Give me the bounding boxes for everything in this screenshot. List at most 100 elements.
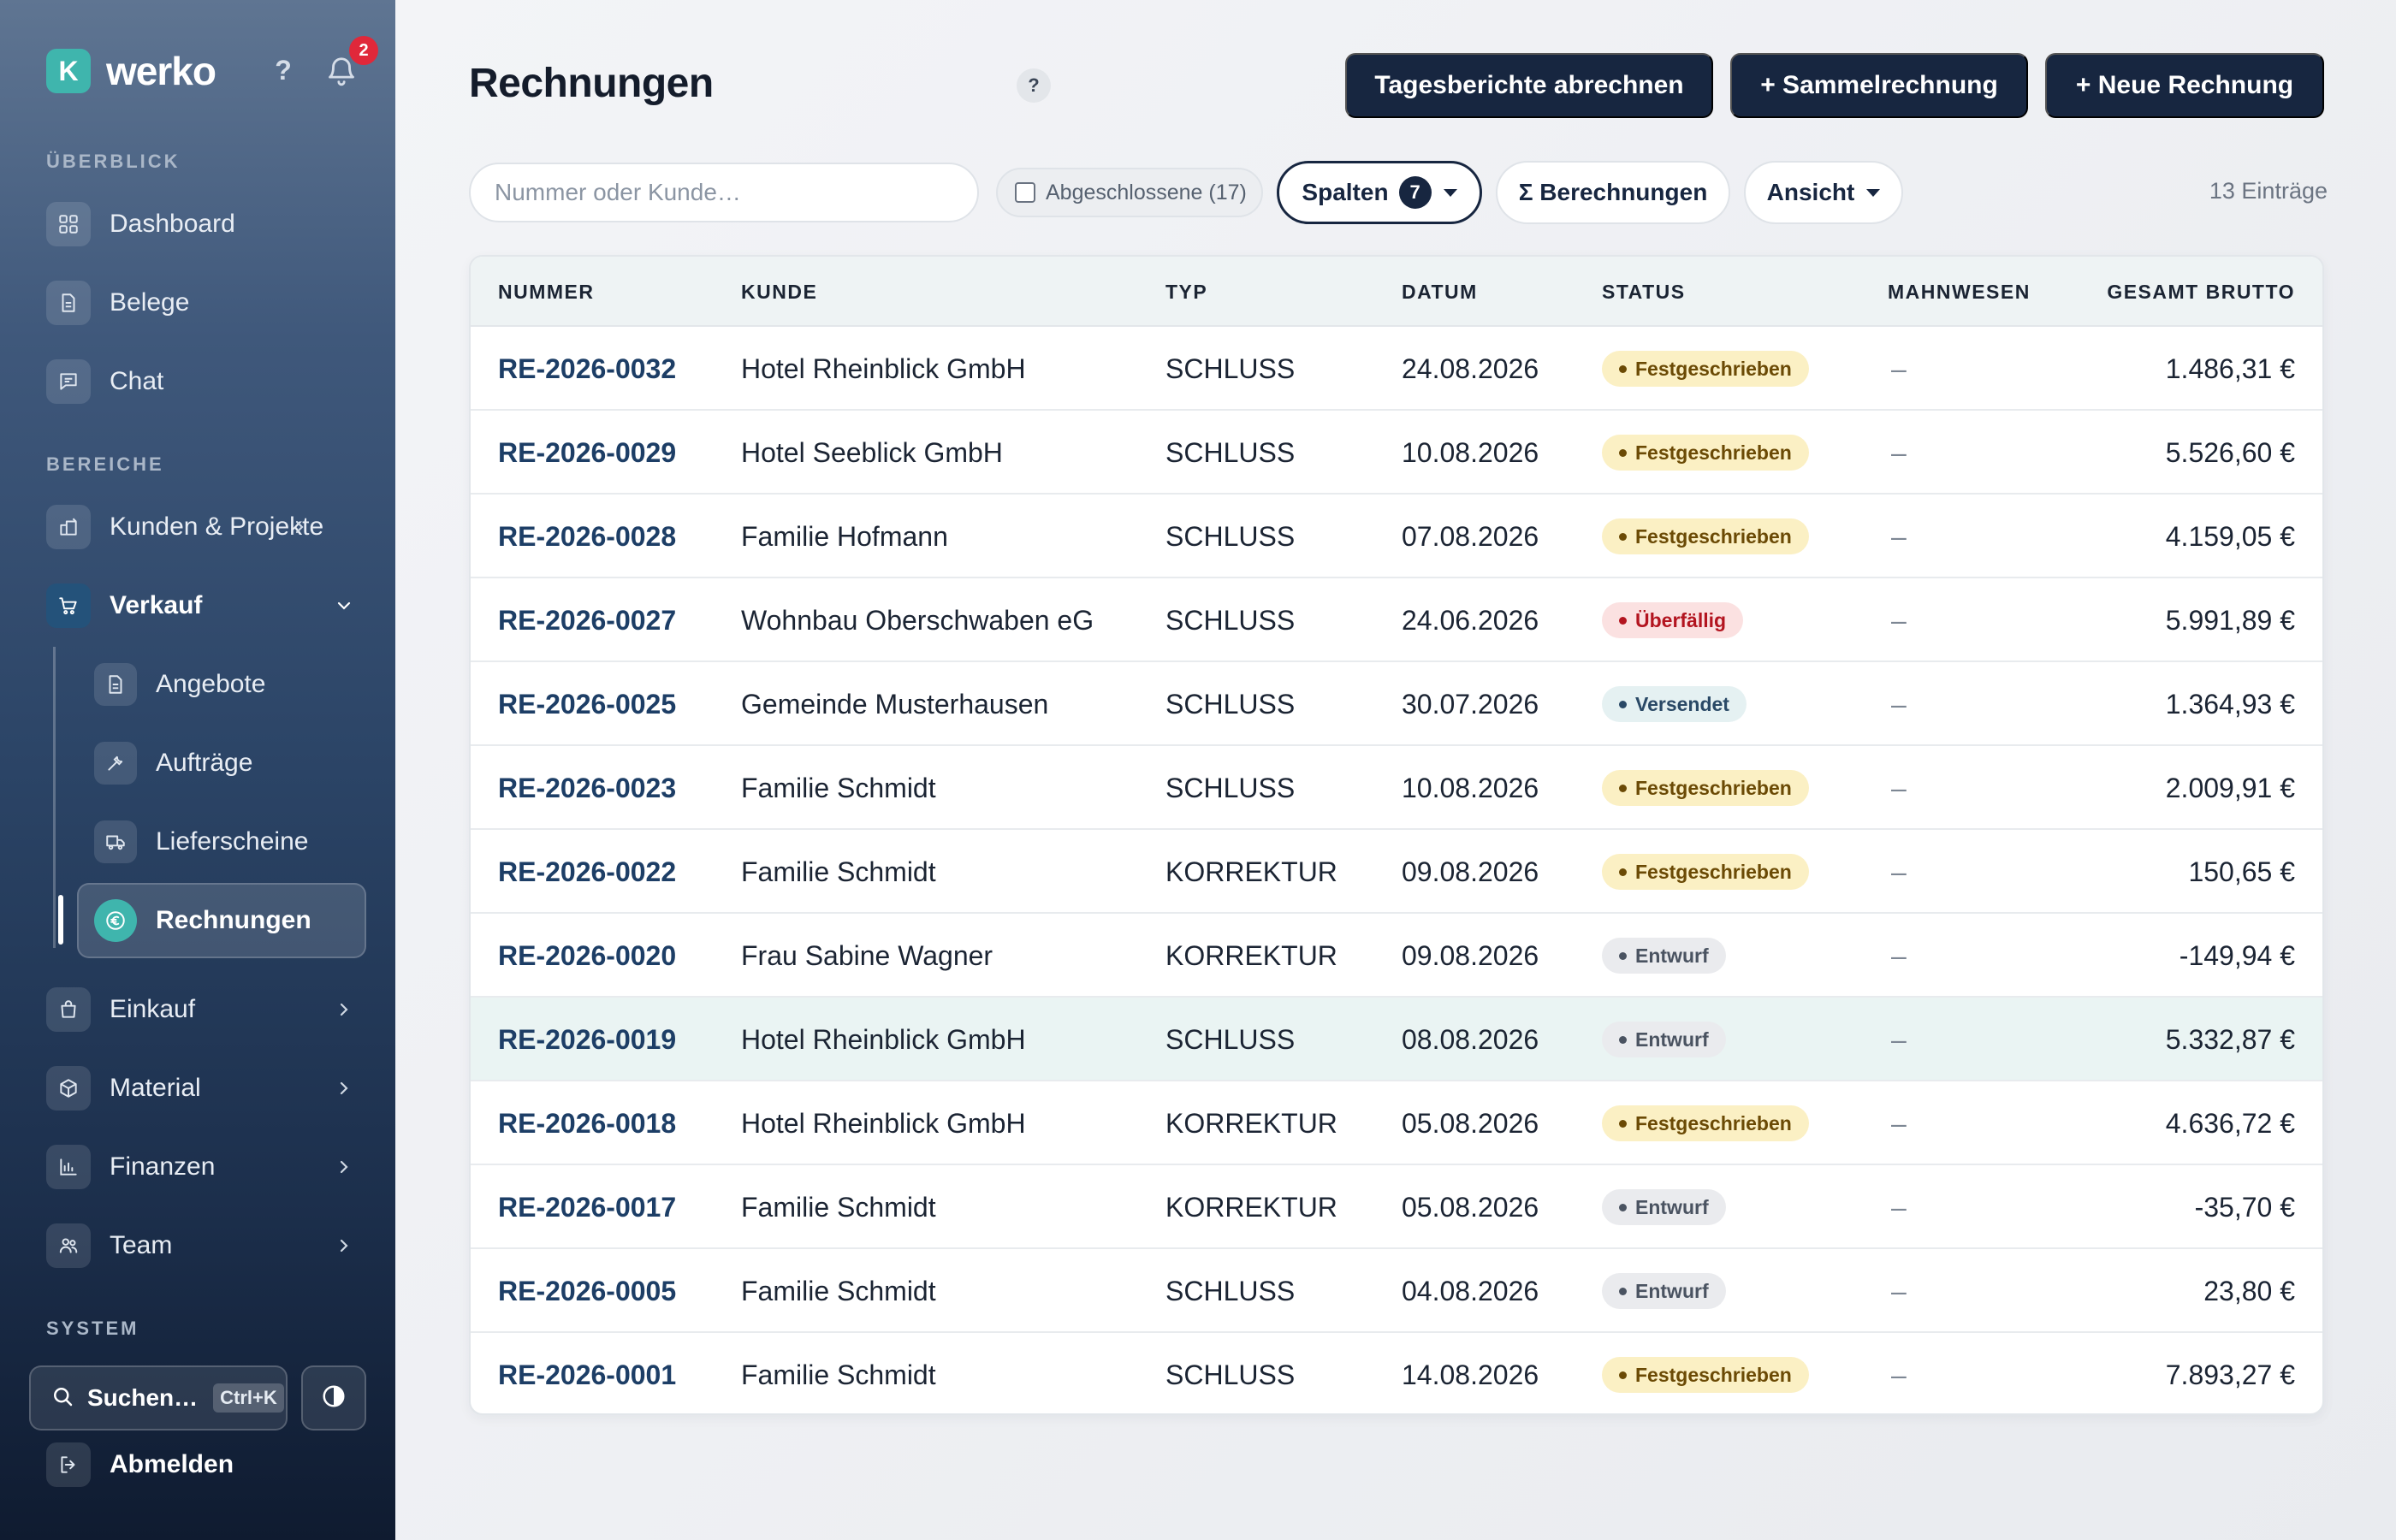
search-input[interactable] (469, 163, 979, 222)
status-dot (1619, 868, 1627, 876)
new-invoice-button[interactable]: + Neue Rechnung (2045, 53, 2324, 118)
date-cell: 10.08.2026 (1402, 773, 1539, 803)
table-row[interactable]: RE-2026-0018 Hotel Rheinblick GmbH KORREKT… (471, 1081, 2322, 1165)
table-row[interactable]: RE-2026-0032 Hotel Rheinblick GmbH SCHLUSS… (471, 327, 2322, 411)
chevron-down-icon (334, 595, 354, 616)
invoice-number-link[interactable]: RE-2026-0001 (498, 1359, 677, 1390)
dunning-cell: – (1891, 1108, 1907, 1139)
table-row[interactable]: RE-2026-0017 Familie Schmidt KORREKTUR 05.0… (471, 1165, 2322, 1249)
sidebar-item-auftraege[interactable]: Aufträge (94, 737, 252, 789)
status-dot (1619, 784, 1627, 792)
submenu-line (53, 647, 56, 948)
page-help-button[interactable]: ? (1017, 68, 1051, 103)
date-cell: 14.08.2026 (1402, 1359, 1539, 1390)
daily-reports-button[interactable]: Tagesberichte abrechnen (1345, 53, 1713, 118)
sidebar-item-chat[interactable]: Chat (46, 356, 354, 407)
invoice-number-link[interactable]: RE-2026-0017 (498, 1192, 677, 1223)
collective-invoice-button[interactable]: + Sammelrechnung (1730, 53, 2028, 118)
help-icon[interactable]: ? (275, 55, 292, 86)
logout-icon (46, 1442, 91, 1487)
sidebar-item-dashboard[interactable]: Dashboard (46, 198, 354, 250)
column-header-customer[interactable]: KUNDE (741, 281, 818, 303)
calculations-button[interactable]: Σ Berechnungen (1496, 161, 1730, 224)
sidebar-item-verkauf[interactable]: Verkauf (46, 580, 354, 631)
sidebar-item-team[interactable]: Team (46, 1220, 354, 1271)
logout-button[interactable]: Abmelden (46, 1442, 234, 1487)
customer-cell: Familie Schmidt (741, 1359, 936, 1390)
brand-logo: K (46, 49, 91, 93)
sidebar-item-kunden[interactable]: Kunden & Projekte (46, 501, 354, 553)
date-cell: 09.08.2026 (1402, 940, 1539, 971)
column-header-type[interactable]: TYP (1165, 281, 1208, 303)
sidebar-item-rechnungen[interactable]: Rechnungen (94, 895, 311, 946)
invoice-number-link[interactable]: RE-2026-0005 (498, 1276, 677, 1306)
brand-name: werko (106, 49, 216, 93)
sidebar-item-belege[interactable]: Belege (46, 277, 354, 329)
bell-icon[interactable] (325, 53, 358, 89)
gross-amount-cell: 150,65 € (2188, 856, 2295, 887)
columns-button[interactable]: Spalten 7 (1277, 161, 1482, 224)
invoice-number-link[interactable]: RE-2026-0022 (498, 856, 677, 887)
table-row[interactable]: RE-2026-0005 Familie Schmidt SCHLUSS 04.08.… (471, 1249, 2322, 1333)
column-header-dunning[interactable]: MAHNWESEN (1888, 281, 2031, 303)
date-cell: 05.08.2026 (1402, 1108, 1539, 1139)
brand[interactable]: K werko (46, 48, 216, 94)
invoice-number-link[interactable]: RE-2026-0029 (498, 437, 677, 468)
sidebar-item-material[interactable]: Material (46, 1063, 354, 1114)
sidebar-item-label: Angebote (156, 670, 266, 698)
type-cell: SCHLUSS (1165, 521, 1296, 552)
columns-count-badge: 7 (1398, 176, 1432, 209)
caret-down-icon (1866, 188, 1881, 197)
invoice-number-link[interactable]: RE-2026-0019 (498, 1024, 677, 1055)
column-header-date[interactable]: DATUM (1402, 281, 1478, 303)
sidebar-item-lieferscheine[interactable]: Lieferscheine (94, 816, 308, 868)
invoice-number-link[interactable]: RE-2026-0020 (498, 940, 677, 971)
type-cell: KORREKTUR (1165, 1192, 1337, 1223)
table-row[interactable]: RE-2026-0020 Frau Sabine Wagner KORREKTUR 0… (471, 914, 2322, 998)
sidebar-item-einkauf[interactable]: Einkauf (46, 984, 354, 1035)
status-badge: Entwurf (1602, 938, 1726, 974)
table-row[interactable]: RE-2026-0023 Familie Schmidt SCHLUSS 10.08.… (471, 746, 2322, 830)
invoice-number-link[interactable]: RE-2026-0028 (498, 521, 677, 552)
column-header-gross[interactable]: GESAMT BRUTTO (2107, 281, 2295, 303)
type-cell: SCHLUSS (1165, 1276, 1296, 1306)
invoice-number-link[interactable]: RE-2026-0018 (498, 1108, 677, 1139)
view-button[interactable]: Ansicht (1744, 161, 1903, 224)
invoice-number-link[interactable]: RE-2026-0027 (498, 605, 677, 636)
closed-filter-checkbox[interactable] (1015, 182, 1035, 203)
sidebar-item-finanzen[interactable]: Finanzen (46, 1141, 354, 1193)
column-header-status[interactable]: STATUS (1602, 281, 1686, 303)
columns-label: Spalten (1302, 179, 1389, 205)
table-row[interactable]: RE-2026-0001 Familie Schmidt SCHLUSS 14.08.… (471, 1333, 2322, 1413)
status-label: Festgeschrieben (1635, 357, 1792, 380)
customer-cell: Wohnbau Oberschwaben eG (741, 605, 1094, 636)
sidebar-item-label: Einkauf (110, 995, 196, 1023)
sidebar-item-angebote[interactable]: Angebote (94, 659, 265, 710)
invoice-number-link[interactable]: RE-2026-0025 (498, 689, 677, 720)
date-cell: 24.08.2026 (1402, 353, 1539, 384)
status-dot (1619, 1287, 1627, 1295)
table-row[interactable]: RE-2026-0019 Hotel Rheinblick GmbH SCHLUSS… (471, 998, 2322, 1081)
invoice-number-link[interactable]: RE-2026-0032 (498, 353, 677, 384)
table-row[interactable]: RE-2026-0022 Familie Schmidt KORREKTUR 09.0… (471, 830, 2322, 914)
invoice-number-link[interactable]: RE-2026-0023 (498, 773, 677, 803)
date-cell: 09.08.2026 (1402, 856, 1539, 887)
status-label: Entwurf (1635, 1279, 1709, 1302)
status-badge: Überfällig (1602, 602, 1744, 638)
column-header-number[interactable]: NUMMER (498, 281, 595, 303)
sidebar-search-button[interactable]: Suchen… Ctrl+K (29, 1365, 288, 1430)
active-item-indicator (58, 895, 63, 945)
table-row[interactable]: RE-2026-0027 Wohnbau Oberschwaben eG SCHLU… (471, 578, 2322, 662)
closed-filter-toggle[interactable]: Abgeschlossene (17) (996, 168, 1263, 217)
gross-amount-cell: 7.893,27 € (2165, 1359, 2295, 1390)
status-label: Festgeschrieben (1635, 776, 1792, 799)
theme-toggle-button[interactable] (301, 1365, 366, 1430)
customer-cell: Familie Schmidt (741, 856, 936, 887)
table-row[interactable]: RE-2026-0029 Hotel Seeblick GmbH SCHLUSS 10… (471, 411, 2322, 495)
table-row[interactable]: RE-2026-0028 Familie Hofmann SCHLUSS 07.08.… (471, 495, 2322, 578)
status-dot (1619, 532, 1627, 541)
chevron-right-icon (334, 1235, 354, 1256)
status-badge: Entwurf (1602, 1189, 1726, 1225)
sidebar-item-label: Belege (110, 288, 190, 317)
table-row[interactable]: RE-2026-0025 Gemeinde Musterhausen SCHLUSS… (471, 662, 2322, 746)
